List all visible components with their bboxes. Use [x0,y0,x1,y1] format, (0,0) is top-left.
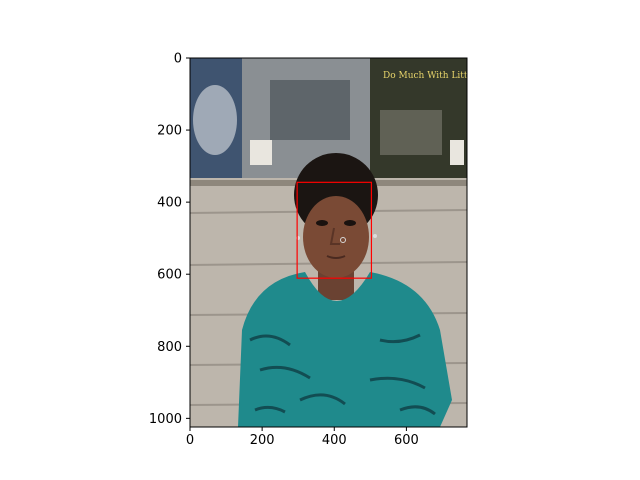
y-tick-label: 200 [157,124,182,139]
x-tick-label: 200 [250,433,275,448]
poster-text: Do Much With Little [383,71,476,81]
y-tick-label: 600 [157,268,182,283]
y-tick-label: 400 [157,196,182,211]
y-tick-label: 1000 [149,412,182,427]
y-axis: 0 200 400 600 800 1000 [149,52,190,427]
x-tick-label: 400 [322,433,347,448]
x-axis: 0 200 400 600 [186,427,419,448]
x-tick-label: 600 [394,433,419,448]
portrait-photo: Do Much With Little [190,58,476,427]
axes-frame [189,57,468,428]
y-tick-label: 0 [174,52,182,67]
annotation-bounding-box [296,181,373,279]
x-tick-label: 0 [186,433,194,448]
y-tick-label: 800 [157,340,182,355]
